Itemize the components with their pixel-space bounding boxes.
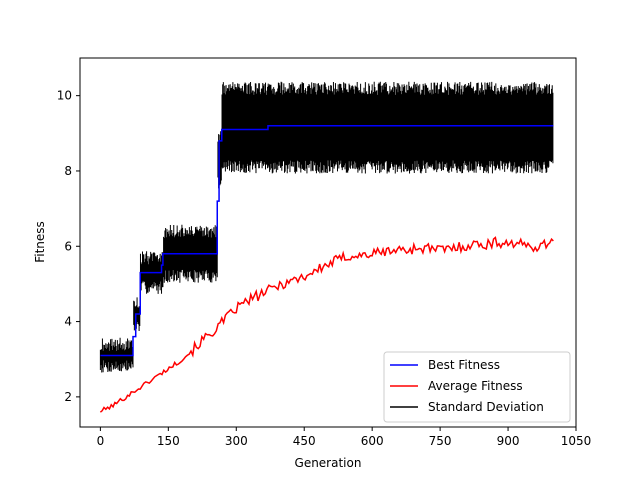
x-tick-label: 450 bbox=[293, 434, 316, 448]
best-fitness-line bbox=[100, 125, 554, 357]
x-axis-label: Generation bbox=[295, 456, 362, 470]
x-tick-label: 150 bbox=[157, 434, 180, 448]
x-tick-label: 750 bbox=[429, 434, 452, 448]
legend-label-best-fitness: Best Fitness bbox=[428, 358, 500, 372]
y-tick-label: 2 bbox=[64, 390, 72, 404]
x-tick-label: 900 bbox=[497, 434, 520, 448]
plot-frame bbox=[79, 57, 577, 428]
y-tick-label: 10 bbox=[57, 89, 72, 103]
y-tick-label: 6 bbox=[64, 239, 72, 253]
legend-label-standard-deviation: Standard Deviation bbox=[428, 400, 544, 414]
legend-box bbox=[383, 351, 571, 423]
x-tick-label: 1050 bbox=[561, 434, 592, 448]
x-tick-label: 600 bbox=[361, 434, 384, 448]
y-axis-label: Fitness bbox=[33, 221, 47, 263]
x-tick-label: 0 bbox=[97, 434, 105, 448]
x-tick-label: 300 bbox=[225, 434, 248, 448]
legend-label-average-fitness: Average Fitness bbox=[428, 379, 523, 393]
legend: Best Fitness Average Fitness Standard Devi… bbox=[383, 351, 571, 423]
average-fitness-line bbox=[99, 236, 554, 413]
x-axis: 0 150 300 450 600 750 900 1050 bbox=[97, 427, 592, 448]
y-axis: 2 4 6 8 10 bbox=[57, 89, 80, 404]
y-tick-label: 4 bbox=[64, 315, 72, 329]
y-tick-label: 8 bbox=[64, 164, 72, 178]
series-line-layer bbox=[99, 125, 554, 413]
